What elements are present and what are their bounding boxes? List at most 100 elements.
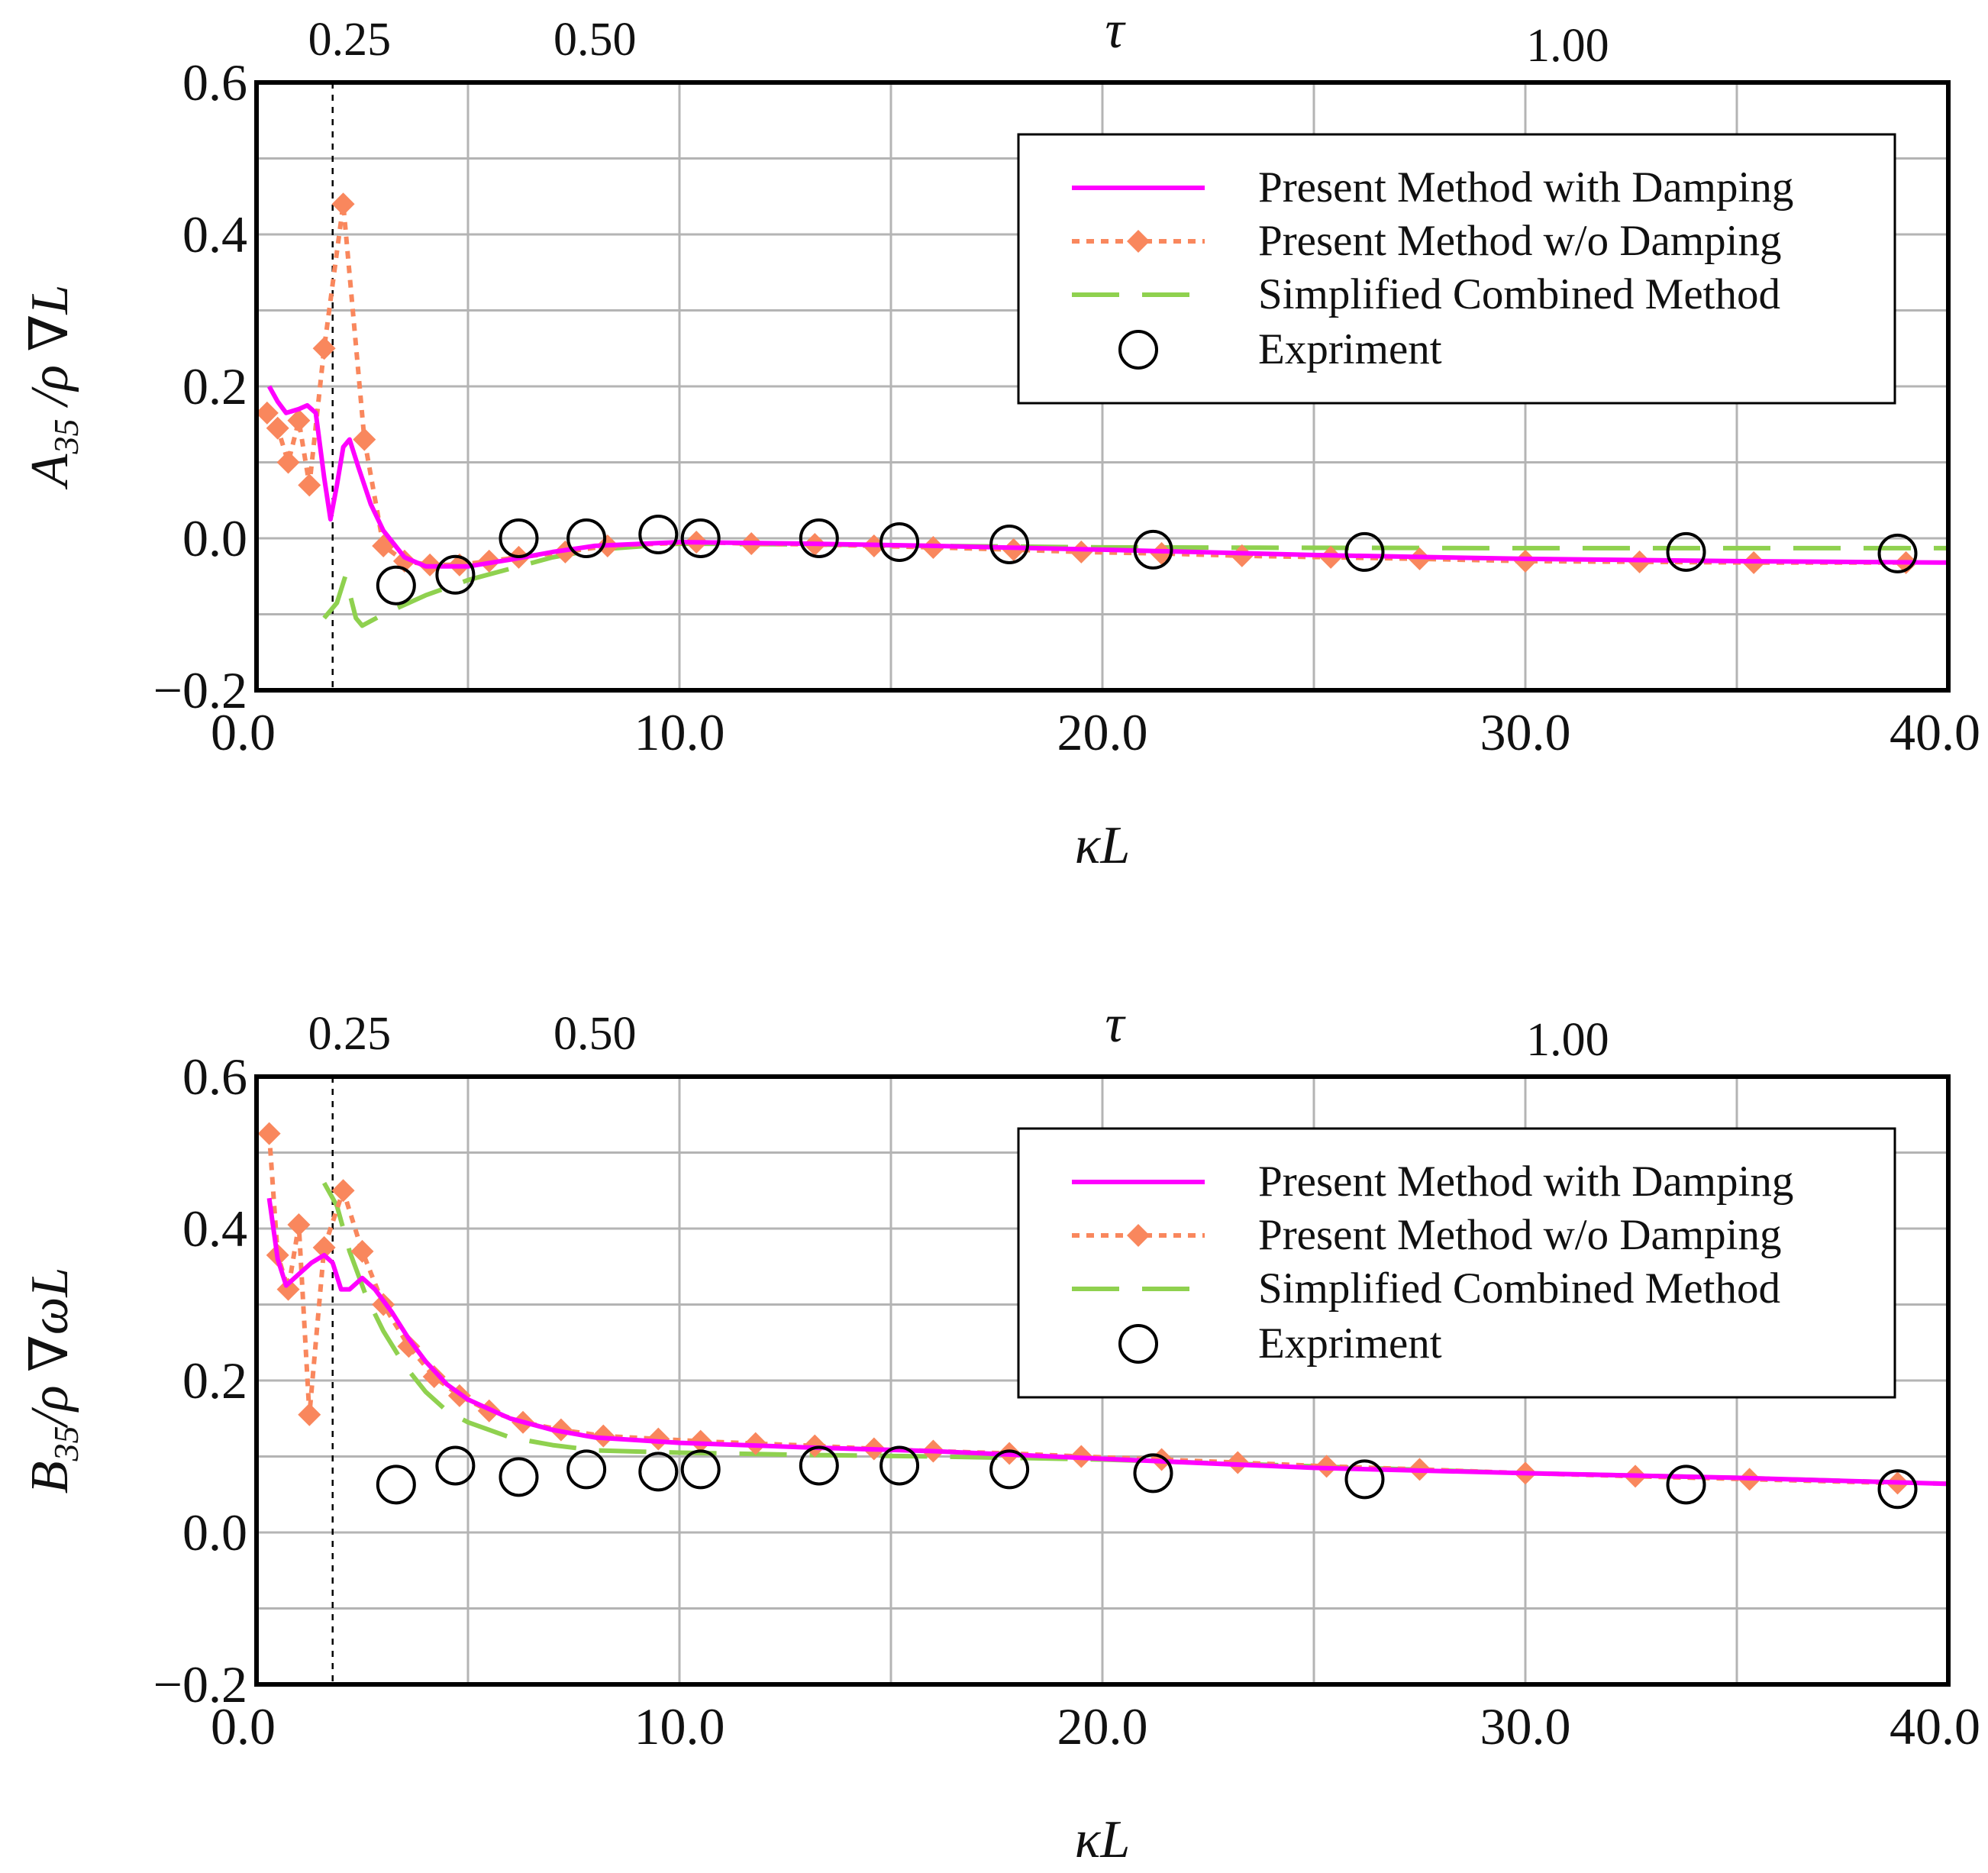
legend-circle-marker <box>1118 1324 1158 1364</box>
plot-frame <box>254 1074 1951 1687</box>
experiment-point <box>638 1452 679 1492</box>
tau-tick-label: 0.25 <box>308 14 392 66</box>
diamond-marker <box>287 409 311 432</box>
x-tick-label: 20.0 <box>1057 703 1148 761</box>
diamond-marker <box>350 1239 374 1263</box>
experiment-point <box>1133 529 1173 570</box>
experiment-point <box>799 1445 839 1486</box>
y-axis-label-sub: 35 <box>47 1426 86 1462</box>
diamond-marker <box>255 401 279 425</box>
tau-tick-label: 0.50 <box>553 14 637 66</box>
diamond-marker <box>353 428 376 451</box>
tau-tick-label: 1.00 <box>1526 1014 1609 1066</box>
plot-frame <box>254 80 1951 693</box>
y-tick-label: 0.2 <box>182 1351 247 1410</box>
diamond-marker <box>1230 544 1254 567</box>
x-axis-label: κL <box>1075 816 1131 875</box>
diamond-marker <box>331 1179 355 1203</box>
experiment-point <box>680 1449 721 1490</box>
x-tick-label: 0.0 <box>211 703 276 761</box>
legend-box <box>1017 133 1896 405</box>
experiment-point <box>638 515 679 555</box>
legend-label-simplified: Simplified Combined Method <box>1258 270 1780 318</box>
tau-tick-labels: 0.25 0.50 1.00 <box>308 1008 1609 1066</box>
y-tick-label: 0.2 <box>182 357 247 415</box>
experiment-point <box>499 1457 539 1497</box>
diamond-marker <box>312 337 336 360</box>
experiment-point <box>1666 531 1706 572</box>
series-with-damping <box>266 1197 1949 1487</box>
legend-label-without-damping: Present Method w/o Damping <box>1258 217 1782 265</box>
x-axis-label: κL <box>1075 1810 1131 1869</box>
experiment-point <box>566 518 607 558</box>
x-tick-label: 30.0 <box>1480 703 1571 761</box>
x-tick-label: 40.0 <box>1890 1697 1980 1755</box>
experiment-point <box>376 1464 416 1505</box>
experiment-point <box>435 554 476 595</box>
diamond-marker <box>276 1277 300 1301</box>
diamond-marker <box>298 1403 321 1426</box>
x-tick-label: 40.0 <box>1890 703 1980 761</box>
series-layer <box>255 192 1949 628</box>
experiment-point <box>1344 531 1385 572</box>
x-tick-labels: 0.0 10.0 20.0 30.0 40.0 <box>211 703 1980 761</box>
legend-label-experiment: Expriment <box>1258 1319 1442 1368</box>
legend-label-with-damping: Present Method with Damping <box>1258 1158 1793 1206</box>
diamond-marker <box>312 1235 336 1259</box>
y-tick-label: 0.6 <box>182 53 247 111</box>
y-tick-label: 0.0 <box>182 509 247 567</box>
x-tick-label: 10.0 <box>634 1697 725 1755</box>
legend-label-simplified: Simplified Combined Method <box>1258 1264 1780 1313</box>
y-axis-label-rest: /ρ ∇L <box>21 285 79 419</box>
legend-box <box>1017 1127 1896 1399</box>
tau-axis-label: τ <box>1105 1 1126 60</box>
series-line <box>266 1197 1949 1487</box>
diamond-marker <box>266 416 289 440</box>
tau-tick-label: 0.50 <box>553 1008 637 1060</box>
experiment-point <box>376 565 416 605</box>
panel-a35: 0.60.40.20.0−0.2 0.0 10.0 20.0 30.0 40.0 0.2… <box>21 1 1980 875</box>
experiment-point <box>1133 1453 1173 1494</box>
x-tick-label: 10.0 <box>634 703 725 761</box>
tau-tick-label: 1.00 <box>1526 20 1609 72</box>
series-line <box>266 385 1949 569</box>
diamond-marker <box>331 192 355 216</box>
legend-label-experiment: Expriment <box>1258 325 1442 373</box>
y-tick-label: 0.0 <box>182 1503 247 1561</box>
experiment-point <box>680 518 721 558</box>
x-tick-label: 0.0 <box>211 1697 276 1755</box>
y-tick-label: 0.6 <box>182 1048 247 1106</box>
legend-circle-marker <box>1118 330 1158 370</box>
x-tick-labels: 0.0 10.0 20.0 30.0 40.0 <box>211 1697 1980 1755</box>
series-experiment <box>376 1445 1918 1510</box>
y-axis-label-rest: /ρ ∇ωL <box>21 1268 79 1429</box>
panel-b35: 0.60.40.20.0−0.2 0.0 10.0 20.0 30.0 40.0 0.2… <box>21 995 1980 1869</box>
y-axis-label-main: B <box>21 1461 79 1494</box>
experiment-point <box>989 524 1030 564</box>
experiment-point <box>1877 533 1918 573</box>
experiment-point <box>989 1449 1030 1490</box>
diamond-marker <box>397 1335 421 1358</box>
legend-diamond-marker <box>1127 1224 1150 1247</box>
series-experiment <box>376 515 1918 605</box>
legend-label-without-damping: Present Method w/o Damping <box>1258 1211 1782 1259</box>
diamond-marker <box>287 1213 311 1237</box>
diamond-marker <box>257 1122 281 1145</box>
diamond-marker <box>1070 540 1093 564</box>
diamond-marker <box>647 1427 670 1451</box>
series-layer <box>257 1122 1949 1510</box>
experiment-point <box>1666 1464 1706 1505</box>
diamond-marker <box>276 450 300 474</box>
tau-tick-label: 0.25 <box>308 1008 392 1060</box>
legend: Present Method with Damping Present Meth… <box>1017 133 1896 405</box>
experiment-point <box>1877 1469 1918 1510</box>
legend-diamond-marker <box>1127 230 1150 253</box>
y-tick-label: −0.2 <box>153 661 247 719</box>
experiment-point <box>435 1445 476 1486</box>
experiment-point <box>499 518 539 558</box>
y-axis-label: A35 /ρ ∇L <box>21 285 86 490</box>
y-axis-label-sub: 35 <box>47 419 86 455</box>
series-simplified <box>321 1181 1949 1487</box>
y-axis-label: B35/ρ ∇ωL <box>21 1268 86 1494</box>
tau-axis-label: τ <box>1105 995 1126 1054</box>
